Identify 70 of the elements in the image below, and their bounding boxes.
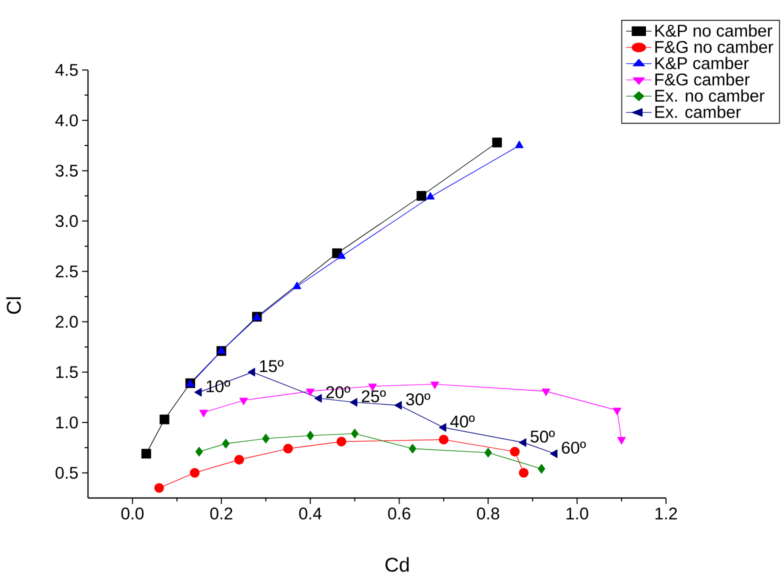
point [222,438,230,448]
legend-label: F&G no camber [655,40,774,53]
point [542,388,550,396]
annotation: 15º [260,360,284,372]
x-tick-label: 0.0 [121,508,144,520]
point [538,464,546,474]
point [408,444,416,454]
point [438,423,446,432]
point [248,368,256,376]
point [234,454,244,465]
y-tick-label: 3.0 [56,215,78,228]
point [190,468,200,478]
point [292,282,302,290]
point [306,388,315,396]
point [337,251,346,259]
point [336,436,346,446]
point [194,388,202,397]
point [492,138,502,148]
point [612,408,622,416]
annotation: 25º [362,390,386,402]
point [510,446,520,457]
x-tick-label: 0.6 [388,508,410,520]
point [306,430,314,440]
point [283,444,293,454]
y-tick-label: 4.0 [55,114,78,126]
point [518,438,526,447]
annotation: 60º [562,442,586,454]
y-tick-label: 3.5 [56,164,78,177]
point [160,414,170,424]
annotation: 30º [406,393,430,406]
x-tick-label: 1.0 [566,508,588,520]
point [195,446,203,457]
y-tick-label: 1.5 [56,366,78,378]
annotation: 20º [326,386,350,398]
point [262,434,270,444]
annotation: 40º [450,416,475,428]
point [141,448,152,459]
point [518,468,529,478]
point [617,436,626,444]
y-tick-label: 1.0 [56,416,78,428]
x-tick-label: 0.8 [477,508,500,520]
annotation: 50º [530,430,555,443]
x-tick-label: 0.4 [299,508,322,520]
point [351,428,358,438]
point [239,398,248,406]
y-tick-label: 0.5 [56,466,78,479]
point [550,449,558,458]
point [199,410,208,418]
legend-label: Ex. no camber [655,89,764,102]
y-axis-title: Cl [6,297,21,314]
point [438,434,449,444]
y-tick-label: 2.0 [56,316,78,328]
point [426,192,435,200]
x-tick-label: 1.2 [656,508,677,520]
point [314,394,322,403]
point [416,191,426,201]
y-tick-label: 4.5 [55,64,78,76]
x-tick-label: 0.2 [210,508,232,520]
y-tick-label: 2.5 [56,265,78,278]
legend-label: F&G camber [655,73,750,86]
point [515,140,524,148]
point [394,401,402,410]
legend-label: K&P camber [655,56,749,70]
x-axis-title: Cd [386,557,409,572]
point [430,382,440,390]
legend-label: K&P no camber [655,24,772,37]
point [350,398,358,407]
point [484,448,492,458]
legend-label: Ex. camber [655,106,741,118]
point [154,483,164,493]
